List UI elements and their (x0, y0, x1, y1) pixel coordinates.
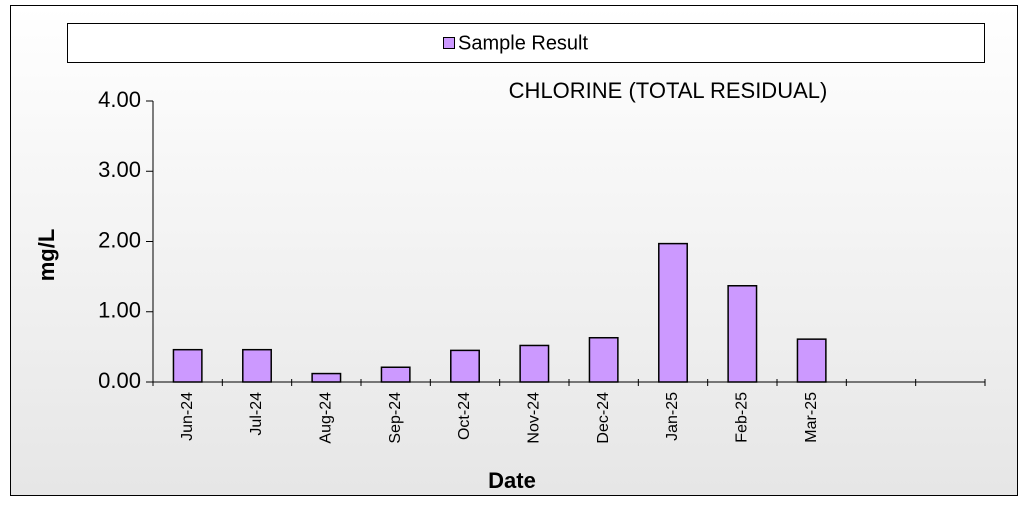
y-axis-label: mg/L (34, 229, 59, 282)
bar (588, 336, 619, 383)
bar (658, 242, 688, 383)
x-tick-label: Mar-25 (803, 392, 820, 443)
y-tick-label: 4.00 (98, 87, 141, 112)
chart-frame (10, 5, 1018, 496)
bar (242, 348, 272, 383)
x-tick-label: Sep-24 (387, 392, 404, 444)
x-tick-label: Aug-24 (318, 392, 335, 444)
x-tick-label: Feb-25 (734, 392, 751, 443)
bar (311, 372, 342, 383)
x-axis-label: Date (488, 468, 536, 493)
bar (380, 366, 411, 383)
y-tick-label: 2.00 (98, 227, 141, 252)
legend-box (67, 23, 985, 63)
x-tick-label: Dec-24 (595, 392, 612, 444)
chart-title: CHLORINE (TOTAL RESIDUAL) (509, 78, 828, 103)
bar (727, 285, 758, 383)
x-tick-label: Jul-24 (248, 392, 265, 436)
x-tick-label: Oct-24 (456, 392, 473, 440)
legend-label: Sample Result (458, 32, 589, 54)
legend-swatch (443, 37, 455, 49)
y-tick-label: 1.00 (98, 298, 141, 323)
x-tick-label: Jun-24 (179, 392, 196, 441)
y-tick-label: 0.00 (98, 368, 141, 393)
x-tick-label: Jan-25 (664, 392, 681, 441)
bar (796, 338, 827, 383)
bar (519, 344, 550, 383)
x-tick-label: Nov-24 (526, 392, 543, 444)
y-tick-label: 3.00 (98, 157, 141, 182)
bar (450, 349, 480, 383)
bar (172, 348, 203, 383)
